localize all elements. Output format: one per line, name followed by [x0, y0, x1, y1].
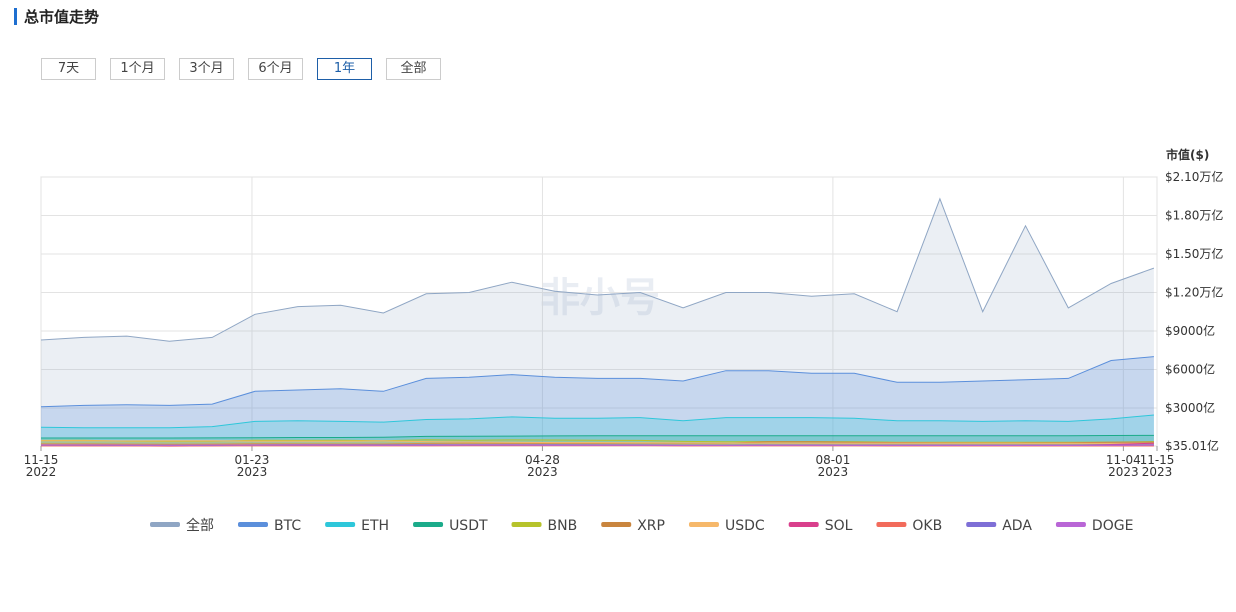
- x-tick-label: 2023: [1108, 465, 1139, 479]
- x-tick-label: 2023: [818, 465, 849, 479]
- legend-item[interactable]: USDC: [689, 518, 765, 534]
- legend-item[interactable]: USDT: [413, 518, 488, 534]
- legend-swatch: [689, 522, 719, 527]
- legend-item[interactable]: DOGE: [1056, 518, 1134, 534]
- series-line: [41, 445, 1154, 446]
- y-tick-label: $1.50万亿: [1165, 246, 1223, 261]
- legend-label: BNB: [548, 518, 578, 534]
- range-button[interactable]: 1年: [317, 58, 372, 80]
- range-button[interactable]: 7天: [41, 58, 96, 80]
- legend-label: SOL: [825, 518, 853, 534]
- page: {"header": {"title": "总市值走势", "range_but…: [0, 0, 1236, 512]
- x-tick-label: 2023: [527, 465, 558, 479]
- legend-label: DOGE: [1092, 518, 1134, 534]
- page-title: 总市值走势: [24, 6, 99, 27]
- y-tick-label: $35.01亿: [1165, 438, 1219, 453]
- legend-label: BTC: [274, 518, 301, 534]
- legend-swatch: [238, 522, 268, 527]
- range-button[interactable]: 1个月: [110, 58, 165, 80]
- legend-item[interactable]: ETH: [325, 518, 389, 534]
- x-tick-label: 2022: [26, 465, 57, 479]
- legend-label: XRP: [637, 518, 665, 534]
- y-tick-label: $9000亿: [1165, 323, 1215, 338]
- legend-item[interactable]: ADA: [966, 518, 1032, 534]
- legend-swatch: [512, 522, 542, 527]
- legend-item[interactable]: OKB: [876, 518, 942, 534]
- legend-item[interactable]: 全部: [150, 517, 214, 534]
- legend-item[interactable]: XRP: [601, 518, 665, 534]
- y-tick-label: $3000亿: [1165, 400, 1215, 415]
- legend-label: ADA: [1002, 518, 1032, 534]
- legend-item[interactable]: BTC: [238, 518, 301, 534]
- y-tick-label: $1.20万亿: [1165, 284, 1223, 299]
- legend-swatch: [789, 522, 819, 527]
- legend-item[interactable]: BNB: [512, 518, 578, 534]
- x-tick-label: 2023: [1142, 465, 1173, 479]
- legend-swatch: [150, 522, 180, 527]
- legend-label: 全部: [186, 517, 214, 534]
- legend-swatch: [413, 522, 443, 527]
- legend-swatch: [325, 522, 355, 527]
- range-button[interactable]: 全部: [386, 58, 441, 80]
- x-tick-label: 2023: [237, 465, 268, 479]
- range-button[interactable]: 6个月: [248, 58, 303, 80]
- chart: 非小号$35.01亿$3000亿$6000亿$9000亿$1.20万亿$1.50…: [0, 100, 1236, 612]
- legend-swatch: [1056, 522, 1086, 527]
- legend-label: ETH: [361, 518, 389, 534]
- legend-item[interactable]: SOL: [789, 518, 853, 534]
- legend-swatch: [601, 522, 631, 527]
- title-accent: [14, 8, 17, 25]
- legend-label: USDC: [725, 518, 765, 534]
- legend-swatch: [966, 522, 996, 527]
- y-axis-label: 市值($): [1166, 147, 1209, 162]
- legend-swatch: [876, 522, 906, 527]
- y-tick-label: $1.80万亿: [1165, 207, 1223, 222]
- legend-label: USDT: [449, 518, 488, 534]
- y-tick-label: $2.10万亿: [1165, 169, 1223, 184]
- y-tick-label: $6000亿: [1165, 361, 1215, 376]
- range-button[interactable]: 3个月: [179, 58, 234, 80]
- legend-label: OKB: [912, 518, 942, 534]
